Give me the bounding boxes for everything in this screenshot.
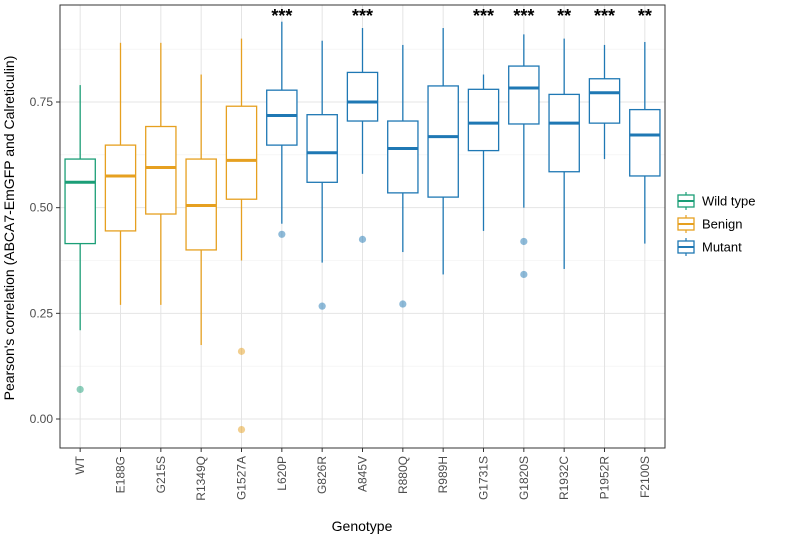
significance-label: *** bbox=[352, 6, 373, 26]
x-tick-label: G1527A bbox=[235, 456, 249, 500]
outlier-point bbox=[237, 347, 246, 355]
legend-item-benign: Benign bbox=[677, 215, 742, 233]
x-tick-label: E188G bbox=[114, 456, 128, 493]
x-tick-label: A845V bbox=[356, 456, 370, 492]
y-tick-label: 0.50 bbox=[30, 201, 54, 215]
box-body bbox=[145, 125, 177, 215]
box-series bbox=[64, 21, 661, 434]
y-tick-label: 0.75 bbox=[30, 95, 54, 109]
box-R1349Q bbox=[185, 74, 217, 346]
box-body bbox=[225, 105, 258, 200]
x-tick-label: F2100S bbox=[638, 456, 652, 498]
box-F2100S bbox=[629, 41, 661, 244]
legend-label: Benign bbox=[702, 217, 742, 232]
x-axis: WT E188G G215S R1349Q G1527A L620P G826R A845V R… bbox=[73, 448, 652, 501]
x-tick-label: G1731S bbox=[477, 456, 491, 500]
outlier-point bbox=[520, 237, 528, 246]
x-tick-label: L620P bbox=[275, 456, 289, 491]
outlier-point bbox=[237, 425, 246, 434]
outlier-point bbox=[318, 302, 326, 310]
legend-item-mutant: Mutant bbox=[677, 238, 742, 256]
box-G215S bbox=[145, 42, 177, 305]
box-A845V bbox=[346, 28, 379, 243]
x-tick-label: G1820S bbox=[517, 456, 531, 500]
legend-label: Wild type bbox=[702, 194, 755, 209]
x-tick-label: R1932C bbox=[557, 456, 571, 500]
box-body bbox=[548, 93, 580, 173]
box-G826R bbox=[306, 40, 338, 310]
box-body bbox=[387, 120, 419, 194]
x-tick-label: G826R bbox=[315, 456, 329, 494]
x-tick-label: WT bbox=[73, 455, 87, 474]
outlier-point bbox=[278, 230, 286, 238]
legend: Wild type Benign Mutant bbox=[677, 192, 755, 256]
significance-label: *** bbox=[271, 6, 292, 26]
outlier-point bbox=[399, 300, 407, 308]
box-body bbox=[306, 114, 338, 183]
x-tick-label: R1349Q bbox=[194, 456, 208, 501]
box-L620P bbox=[266, 21, 298, 238]
x-tick-label: G215S bbox=[154, 456, 168, 493]
box-R880Q bbox=[387, 44, 419, 308]
box-WT bbox=[64, 85, 96, 394]
box-R1932C bbox=[548, 38, 580, 269]
box-body bbox=[467, 88, 500, 152]
outlier-point bbox=[358, 235, 367, 243]
significance-label: *** bbox=[594, 6, 615, 26]
box-body bbox=[629, 108, 661, 177]
legend-item-wild-type: Wild type bbox=[677, 192, 755, 210]
box-body bbox=[346, 71, 379, 122]
x-tick-label: R989H bbox=[436, 456, 450, 493]
significance-labels: *** *** *** *** ** *** ** bbox=[271, 6, 652, 26]
significance-label: *** bbox=[513, 6, 534, 26]
box-body bbox=[588, 78, 621, 124]
legend-label: Mutant bbox=[702, 240, 742, 255]
outlier-point bbox=[520, 270, 528, 279]
y-axis: 0.00 0.25 0.50 0.75 bbox=[30, 95, 60, 426]
x-tick-label: P1952R bbox=[598, 456, 612, 500]
x-axis-title: Genotype bbox=[332, 518, 393, 534]
box-body bbox=[508, 65, 540, 125]
box-body bbox=[64, 158, 96, 245]
box-body bbox=[427, 85, 459, 198]
box-E188G bbox=[104, 42, 137, 305]
y-axis-title: Pearson's correlation (ABCA7-EmGFP and C… bbox=[1, 56, 17, 401]
outlier-point bbox=[76, 385, 84, 394]
significance-label: *** bbox=[473, 6, 494, 26]
box-R989H bbox=[427, 28, 459, 275]
significance-label: ** bbox=[557, 6, 571, 26]
significance-label: ** bbox=[638, 6, 652, 26]
box-body bbox=[104, 144, 137, 232]
box-G1731S bbox=[467, 74, 500, 231]
box-body bbox=[266, 89, 298, 146]
box-G1820S bbox=[508, 34, 540, 279]
y-tick-label: 0.00 bbox=[30, 412, 54, 426]
box-P1952R bbox=[588, 44, 621, 160]
x-tick-label: R880Q bbox=[396, 456, 410, 494]
box-G1527A bbox=[225, 38, 258, 434]
y-tick-label: 0.25 bbox=[30, 306, 54, 320]
